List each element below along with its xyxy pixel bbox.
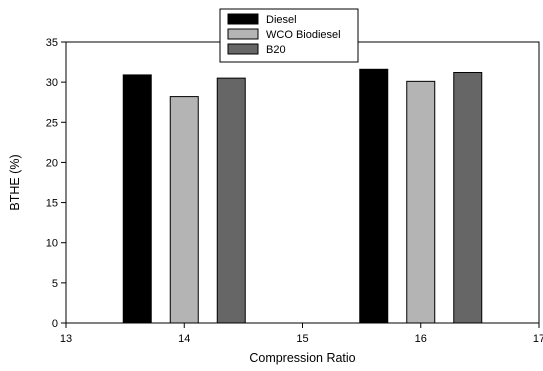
y-tick-label: 25 [46, 117, 58, 129]
y-tick-label: 5 [52, 278, 58, 290]
legend-label: B20 [266, 44, 286, 56]
y-tick-label: 35 [46, 37, 58, 49]
bar-wco-biodiesel-14 [169, 96, 199, 324]
legend-swatch [227, 13, 259, 25]
x-tick-label: 17 [533, 333, 543, 345]
bar-b20-16 [453, 72, 483, 324]
y-tick-label: 0 [52, 318, 58, 330]
y-tick-label: 10 [46, 238, 58, 250]
bars-group [122, 68, 483, 324]
y-tick-label: 20 [46, 157, 58, 169]
y-axis: 0 5 10 15 20 25 30 35 [46, 37, 66, 330]
legend-label: WCO Biodiesel [266, 29, 341, 41]
y-tick-label: 30 [46, 77, 58, 89]
bar-b20-14 [216, 77, 246, 324]
x-tick-label: 16 [415, 333, 427, 345]
x-tick-label: 14 [178, 333, 190, 345]
bar-wco-biodiesel-16 [406, 80, 436, 324]
legend-swatch [227, 43, 259, 55]
bar-diesel-16 [359, 68, 389, 324]
y-tick-label: 15 [46, 198, 58, 210]
y-axis-title: BTHE (%) [8, 154, 22, 210]
x-axis-title: Compression Ratio [249, 351, 355, 365]
legend-swatch [227, 28, 259, 40]
legend: Diesel WCO Biodiesel B20 [219, 8, 359, 63]
bar-diesel-14 [122, 74, 152, 324]
x-tick-label: 15 [296, 333, 308, 345]
x-tick-label: 13 [60, 333, 72, 345]
x-axis: 13 14 15 16 17 [60, 323, 543, 345]
legend-label: Diesel [266, 14, 297, 26]
